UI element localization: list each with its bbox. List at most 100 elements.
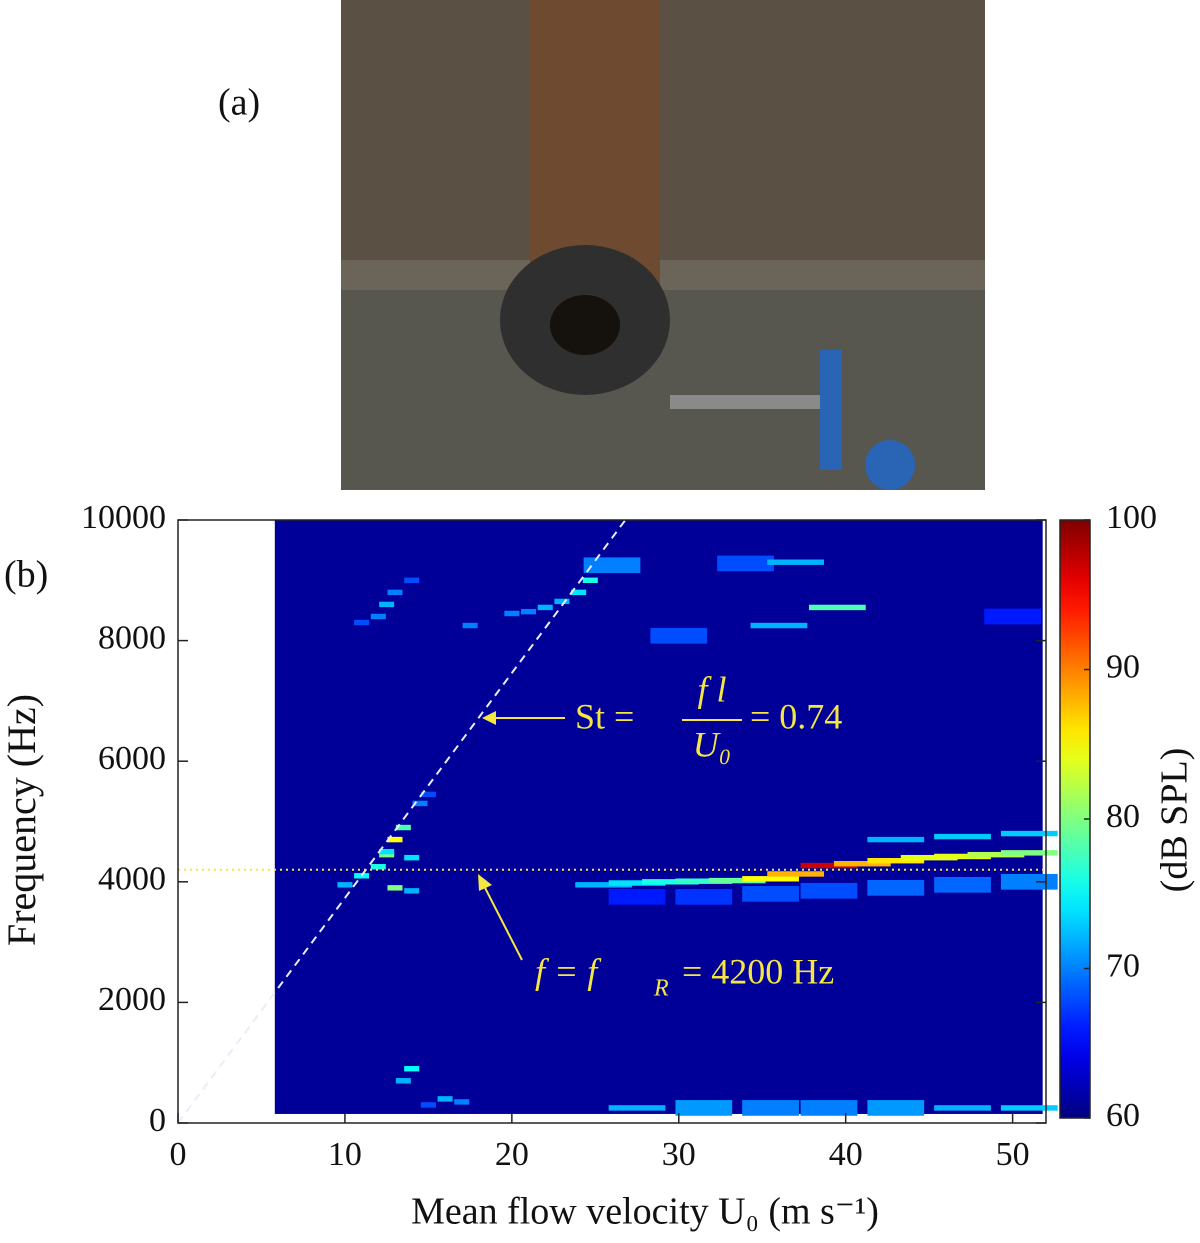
plot-frame xyxy=(177,519,1047,1124)
heatmap-cell xyxy=(867,879,925,896)
heatmap-cell xyxy=(608,880,666,886)
heatmap-cell xyxy=(370,864,386,870)
heatmap-cell xyxy=(867,1100,925,1116)
heatmap-cell xyxy=(404,888,420,894)
heatmap-cell xyxy=(354,619,370,626)
heatmap-cell xyxy=(404,1066,420,1072)
heatmap-cell xyxy=(750,622,808,629)
panel-label: (b) xyxy=(4,554,48,596)
heatmap-cell xyxy=(379,848,395,855)
y-axis-label: Frequency (Hz) xyxy=(0,694,44,946)
heatmap-cell xyxy=(867,857,925,864)
x-tick-label: 20 xyxy=(495,1136,529,1173)
heatmap-cell xyxy=(767,559,824,565)
heatmap-cell xyxy=(650,627,708,644)
heatmap-cell xyxy=(412,800,428,807)
y-tick-label: 6000 xyxy=(98,740,166,777)
heatmap-cell xyxy=(420,1102,436,1108)
heatmap-cell xyxy=(387,836,403,843)
heatmap-cell xyxy=(934,853,991,860)
x-tick-label: 30 xyxy=(662,1136,696,1173)
heatmap-cell xyxy=(395,824,411,831)
colorbar-tick-label: 90 xyxy=(1106,648,1140,685)
annotation-text: f l xyxy=(697,669,726,709)
heatmap-cell xyxy=(834,860,891,867)
heatmap-cell xyxy=(537,604,553,611)
heatmap-cell xyxy=(967,851,1025,858)
heatmap-cell xyxy=(800,862,858,869)
y-tick-label: 8000 xyxy=(98,619,166,656)
heatmap-cell xyxy=(379,851,395,858)
annotation-text: = 4200 Hz xyxy=(682,951,834,991)
heatmap-cell xyxy=(708,877,766,884)
heatmap-cell xyxy=(437,1096,453,1102)
heatmap-cell xyxy=(387,885,403,891)
colorbar-tick-label: 100 xyxy=(1106,499,1157,536)
heatmap-cell xyxy=(675,878,733,884)
heatmap-cell xyxy=(808,604,866,611)
heatmap-cell xyxy=(800,883,858,899)
heatmap-cell xyxy=(379,601,395,608)
heatmap-cell xyxy=(554,598,570,605)
heatmap-cell xyxy=(420,791,436,798)
photo xyxy=(341,0,985,490)
heatmap-cell xyxy=(387,589,403,596)
y-tick-label: 2000 xyxy=(98,981,166,1018)
annotation-text: f = f xyxy=(535,951,602,991)
heatmap-cell xyxy=(1000,850,1058,856)
colorbar-tick-label: 60 xyxy=(1106,1097,1140,1134)
colorbar-tick-label: 80 xyxy=(1106,798,1140,835)
heatmap-cell xyxy=(1000,830,1058,837)
heatmap-cell xyxy=(370,613,386,620)
heatmap-cell xyxy=(575,882,633,888)
annotation-text: St = xyxy=(575,696,634,736)
colorbar-tick-label: 70 xyxy=(1106,947,1140,984)
x-tick-label: 40 xyxy=(829,1136,863,1173)
x-tick-label: 0 xyxy=(170,1136,187,1173)
heatmap-cell xyxy=(934,876,991,893)
heatmap-cell xyxy=(583,557,641,574)
plot-area: 0 10 20 30 40 50 0 2000 4000 6000 8000 10000 60 70 80 9… xyxy=(81,499,1157,1173)
heatmap-cell xyxy=(867,836,925,843)
annotation-text: R xyxy=(653,976,669,1002)
annotation: St = f l U₀ = 0.74 f = f R = 4200 Hz xyxy=(478,669,842,1002)
annotation-text: = 0.74 xyxy=(750,696,842,736)
heatmap-cell xyxy=(767,871,824,877)
heatmap-cell xyxy=(1000,873,1058,890)
heatmap-cell xyxy=(404,577,420,584)
heatmap-cell xyxy=(934,1105,991,1111)
heatmap-cell xyxy=(504,610,520,617)
y-tick-label: 4000 xyxy=(98,861,166,898)
heatmap-cell xyxy=(571,589,587,596)
heatmap-cell xyxy=(454,1099,470,1105)
heatmap-cell xyxy=(608,889,666,905)
heatmap-cell xyxy=(582,577,598,584)
heatmap-cell xyxy=(1000,1105,1058,1111)
heatmap-cell xyxy=(608,1105,666,1111)
heatmap-cell xyxy=(675,1100,733,1116)
heatmap-cell xyxy=(800,1100,858,1116)
heatmap-cell xyxy=(521,608,537,615)
y-tick-label: 0 xyxy=(149,1102,166,1139)
heatmap-cell xyxy=(337,882,353,888)
panel-label: (a) xyxy=(218,82,260,124)
heatmap-cell xyxy=(354,873,370,879)
heatmap-cell xyxy=(742,886,799,902)
heatmap-background xyxy=(274,520,1043,1114)
heatmap-cell xyxy=(642,879,699,885)
heatmap-cell xyxy=(742,1100,799,1116)
heatmap-cell xyxy=(462,622,478,629)
heatmap-cell xyxy=(900,854,958,861)
heatmap-cell xyxy=(742,876,799,882)
heatmap-cell xyxy=(675,889,733,905)
heatmap-cell xyxy=(934,833,991,840)
colorbar-label: (dB SPL) xyxy=(1154,748,1196,893)
annotation-text: U₀ xyxy=(693,724,732,764)
heatmap-cell xyxy=(395,1078,411,1084)
heatmap-cell xyxy=(984,608,1041,625)
x-axis-label: Mean flow velocity U₀ (m s⁻¹) xyxy=(411,1191,879,1233)
y-tick-label: 10000 xyxy=(81,499,166,536)
x-tick-label: 50 xyxy=(996,1136,1030,1173)
heatmap-cell xyxy=(717,555,774,572)
